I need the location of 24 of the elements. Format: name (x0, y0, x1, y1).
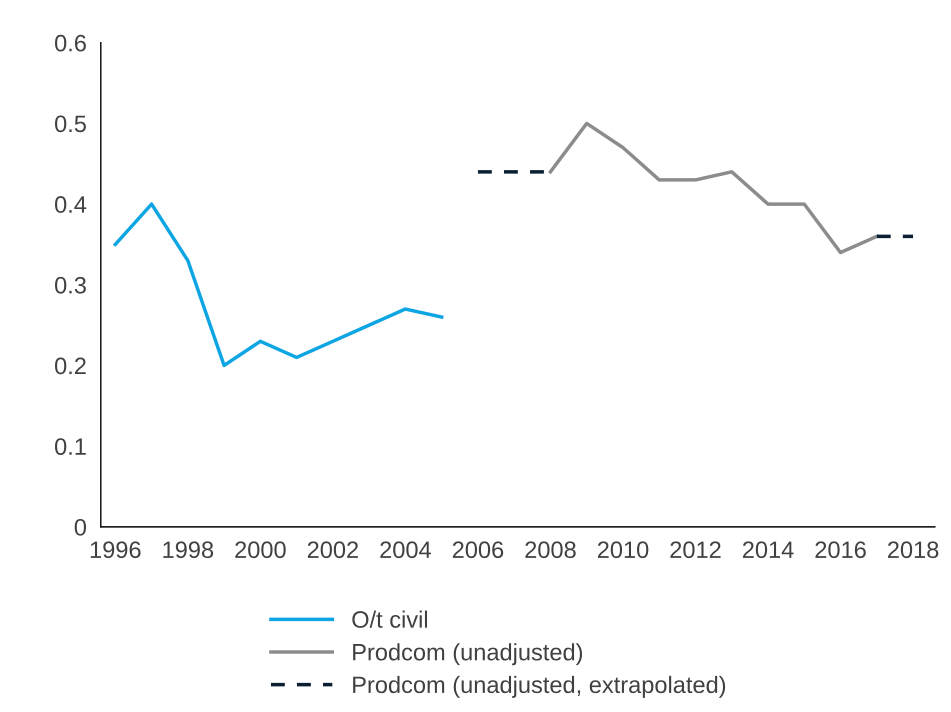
legend-label: Prodcom (unadjusted) (353, 643, 582, 666)
x-tick-label: 2012 (670, 541, 721, 558)
line-series (548, 122, 879, 254)
y-tick-label: 0 (74, 518, 86, 536)
y-tick-label: 0.4 (55, 196, 86, 213)
x-tick-label: 2002 (308, 541, 358, 558)
x-tick-label: 1996 (90, 541, 141, 558)
x-tick-label: 2008 (525, 541, 576, 558)
x-tick-label: 2016 (815, 541, 866, 558)
x-tick-label: 2018 (888, 541, 938, 558)
x-tick-label: 2000 (235, 541, 286, 558)
y-tick-label: 0.3 (55, 276, 86, 294)
x-tick-label: 2006 (452, 541, 504, 558)
y-tick-label: 0.1 (55, 438, 86, 455)
x-tick-label: 1998 (163, 541, 214, 558)
x-tick-label: 2010 (598, 541, 648, 558)
y-tick-label: 0.6 (55, 34, 86, 52)
x-tick-label: 2014 (742, 541, 794, 558)
y-tick-label: 0.5 (55, 115, 86, 132)
x-tick-label: 2004 (380, 541, 431, 558)
y-tick-label: 0.2 (55, 358, 86, 374)
legend-label: Prodcom (unadjusted, extrapolated) (353, 676, 726, 698)
legend-label: O/t civil (352, 610, 428, 628)
line-series (114, 202, 444, 368)
